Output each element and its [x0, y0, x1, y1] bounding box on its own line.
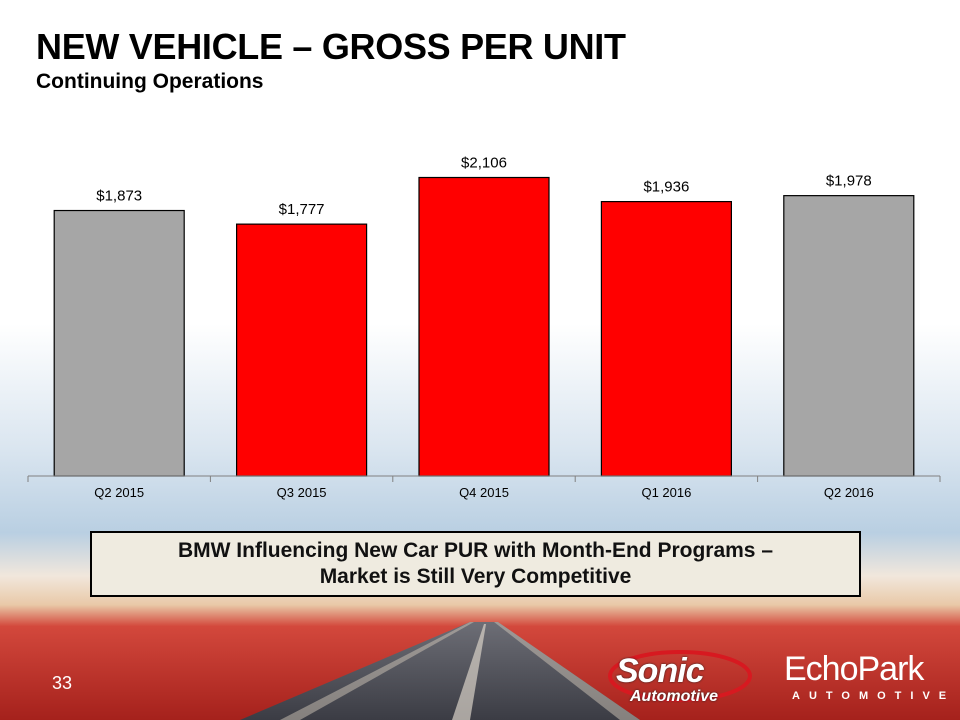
callout-line-2: Market is Still Very Competitive: [319, 565, 632, 588]
x-tick-label: Q1 2016: [641, 485, 691, 500]
page-number: 33: [52, 673, 73, 693]
echopark-logo-name: EchoPark: [784, 650, 924, 688]
data-label: $1,873: [96, 188, 142, 205]
bar-q2-2015: [53, 209, 185, 477]
x-tick-label: Q2 2015: [94, 485, 144, 500]
bar-q2-2016: [783, 195, 915, 477]
data-label: $1,936: [643, 179, 689, 196]
data-label: $1,777: [279, 201, 325, 218]
sonic-logo-sub: Automotive: [630, 688, 718, 705]
sonic-automotive-logo: Sonic Automotive: [608, 650, 758, 710]
data-label: $1,978: [826, 173, 872, 190]
sonic-logo-name: Sonic: [616, 652, 705, 690]
callout-box: BMW Influencing New Car PUR with Month-E…: [90, 531, 861, 597]
callout-line-1: BMW Influencing New Car PUR with Month-E…: [177, 539, 773, 562]
echopark-logo: EchoPark AUTOMOTIVE: [780, 650, 946, 710]
echopark-logo-sub: AUTOMOTIVE: [792, 690, 956, 702]
slide-title: NEW VEHICLE – GROSS PER UNIT: [36, 26, 626, 67]
x-tick-label: Q4 2015: [459, 485, 509, 500]
data-label: $2,106: [461, 154, 507, 171]
bar-q3-2015: [236, 223, 368, 477]
x-tick-label: Q3 2015: [277, 485, 327, 500]
bar-q4-2015: [418, 176, 550, 477]
bar-q1-2016: [600, 200, 733, 477]
x-tick-label: Q2 2016: [824, 485, 874, 500]
sonic-swoosh-icon: [608, 650, 752, 702]
slide-subtitle: Continuing Operations: [36, 70, 264, 93]
